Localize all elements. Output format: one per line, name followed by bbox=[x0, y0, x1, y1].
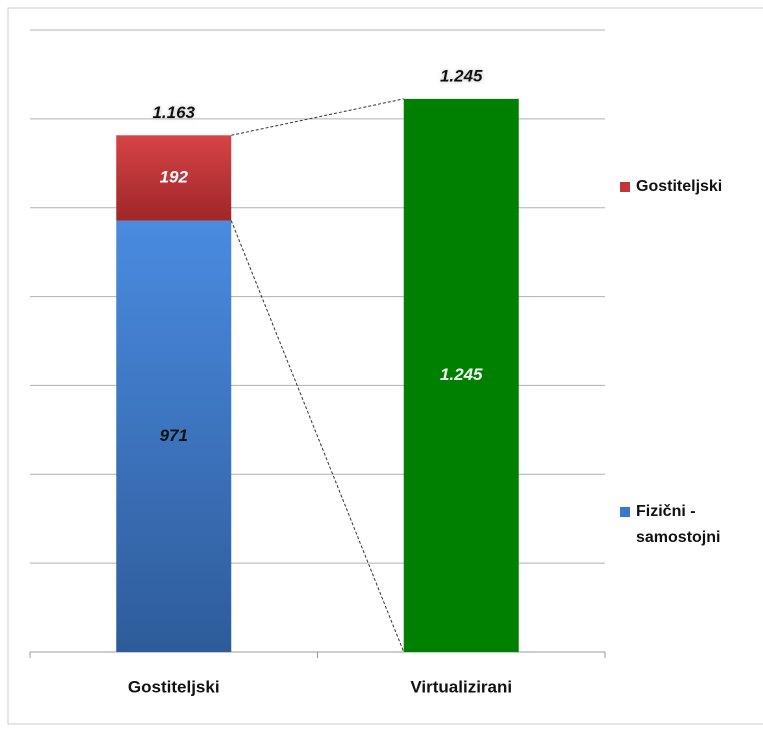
x-tick-label: Gostiteljski bbox=[128, 677, 220, 696]
bar-segment bbox=[403, 98, 519, 653]
frame bbox=[7, 7, 763, 725]
x-tick-label: Virtualizirani bbox=[410, 677, 512, 696]
total-label: 1.163 bbox=[152, 103, 195, 122]
data-label: 1.245 bbox=[440, 365, 483, 384]
bar-segment bbox=[116, 135, 232, 221]
legend-swatch bbox=[620, 182, 630, 192]
data-label: 971 bbox=[160, 426, 188, 445]
data-label: 192 bbox=[160, 167, 189, 186]
bar-segment bbox=[116, 220, 232, 652]
legend-label: Fizični - samostojni bbox=[636, 503, 721, 546]
legend-label: Gostiteljski bbox=[636, 178, 723, 195]
legend-swatch bbox=[620, 507, 630, 517]
connector bbox=[231, 98, 404, 136]
connector bbox=[230, 220, 405, 653]
total-label: 1.245 bbox=[440, 66, 483, 85]
